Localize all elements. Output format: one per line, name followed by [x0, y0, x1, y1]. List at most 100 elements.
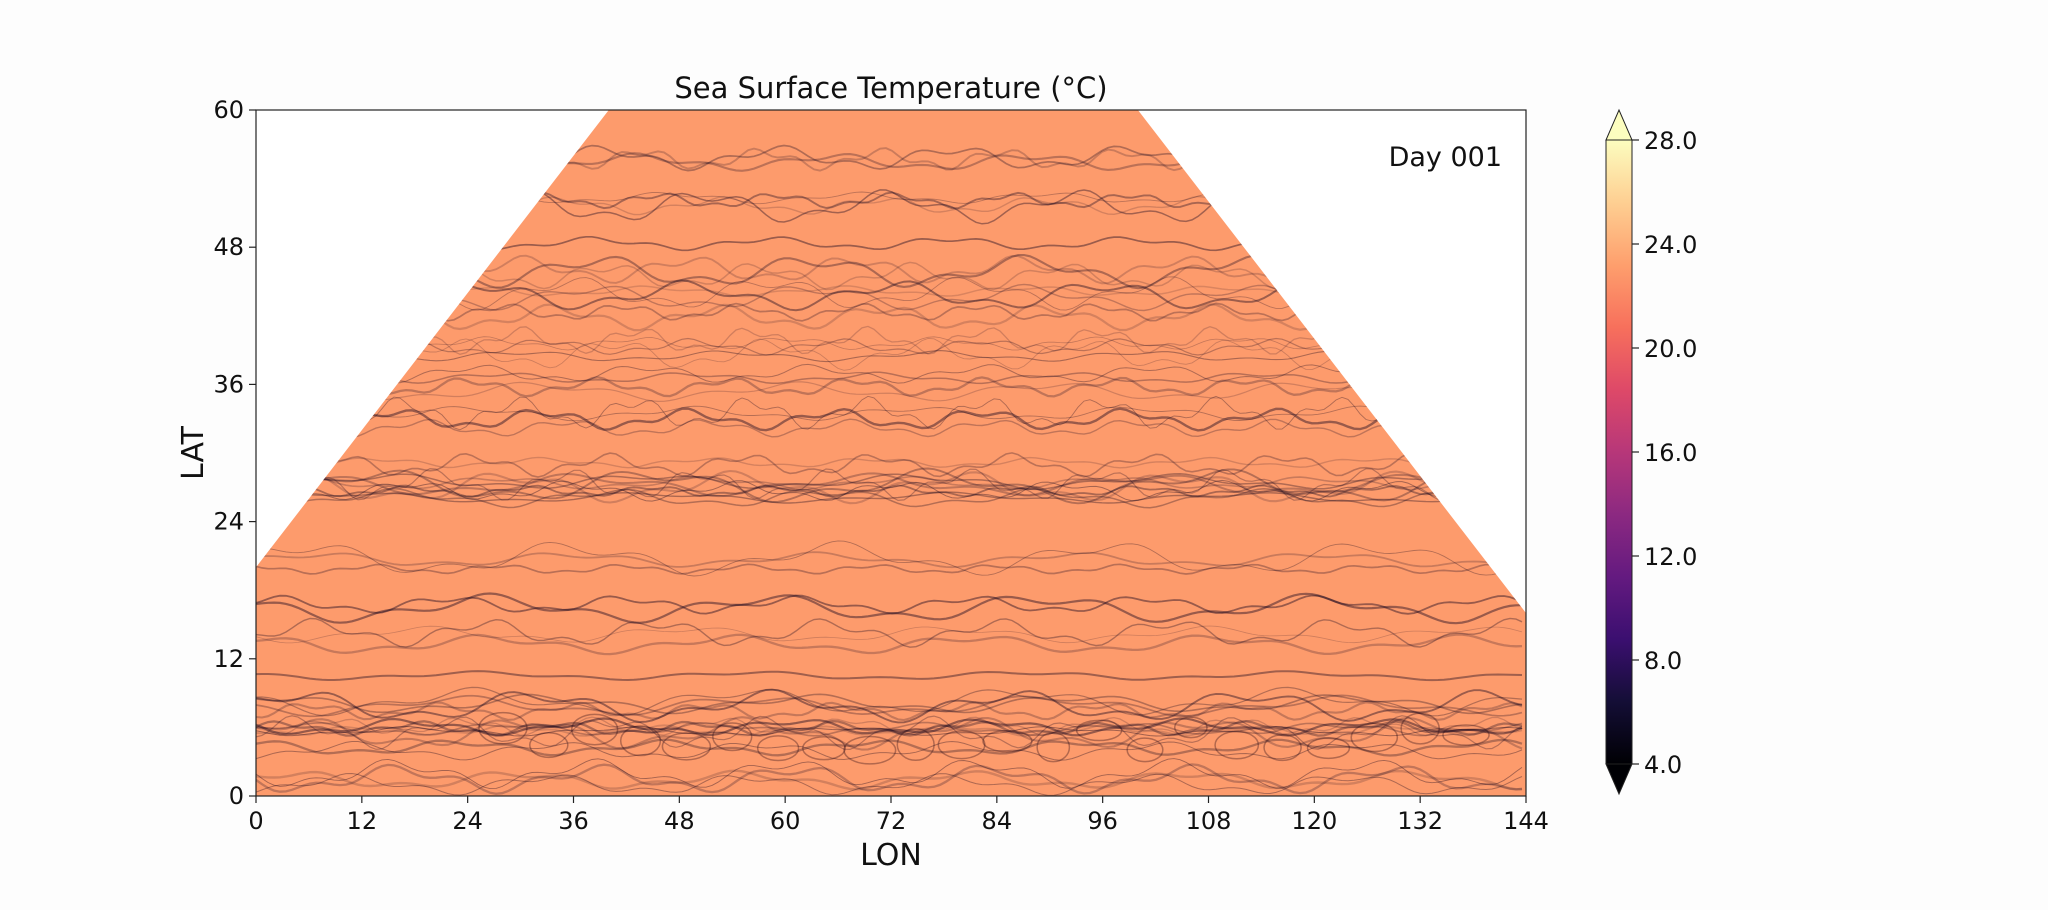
colorbar-extend-min — [1605, 763, 1633, 796]
eddy-swirl — [1442, 724, 1490, 746]
eddy-line — [256, 720, 1523, 737]
eddy-line — [256, 469, 1523, 505]
eddy-line — [256, 772, 1523, 796]
eddy-swirl — [1400, 712, 1440, 745]
eddy-line — [256, 363, 1523, 384]
eddy-line — [256, 418, 1523, 438]
colorbar-tick-label: 28.0 — [1644, 127, 1697, 155]
eddy-line — [256, 715, 1523, 751]
eddy-line — [256, 487, 1523, 509]
eddy-swirl — [478, 711, 528, 745]
x-axis-label: LON — [860, 838, 922, 873]
eddy-swirl — [529, 731, 569, 759]
colorbar-tick-label: 12.0 — [1644, 543, 1697, 571]
sst-field — [256, 110, 1526, 796]
eddy-swirl — [843, 735, 897, 765]
eddy-line — [256, 594, 1523, 615]
colorbar-tick-label: 4.0 — [1644, 751, 1682, 779]
eddy-line — [256, 763, 1523, 795]
eddy-line — [256, 693, 1523, 715]
eddy-line — [256, 717, 1523, 737]
eddy-swirl — [1263, 733, 1302, 762]
eddy-swirl — [982, 729, 1033, 753]
eddy-line — [256, 540, 1523, 577]
eddy-line — [256, 625, 1523, 644]
eddy-line — [256, 456, 1523, 469]
eddy-swirl — [1173, 716, 1208, 739]
x-tick-label: 72 — [876, 807, 907, 835]
colorbar-tick-label: 16.0 — [1644, 439, 1697, 467]
eddy-line — [256, 452, 1523, 478]
eddy-line — [256, 694, 1523, 718]
y-tick-label: 24 — [213, 508, 244, 536]
chart-title: Sea Surface Temperature (°C) — [674, 71, 1107, 105]
eddy-line — [256, 670, 1523, 682]
eddy-swirl — [712, 722, 753, 752]
eddy-line — [256, 491, 1523, 504]
x-tick-label: 24 — [452, 807, 483, 835]
eddy-line — [256, 617, 1523, 648]
eddy-swirl — [896, 728, 935, 762]
x-tick-label: 60 — [770, 807, 801, 835]
eddy-line — [256, 395, 1523, 431]
eddy-line — [256, 479, 1523, 502]
eddy-swirl — [1126, 737, 1164, 763]
eddy-line — [256, 633, 1523, 656]
eddy-line — [256, 740, 1523, 761]
day-annotation: Day 001 — [1389, 142, 1502, 173]
colorbar-tick-label: 8.0 — [1644, 647, 1682, 675]
eddy-line — [256, 467, 1523, 502]
eddy-swirl — [1036, 731, 1071, 763]
x-tick-label: 0 — [248, 807, 263, 835]
eddy-line — [256, 686, 1523, 717]
eddy-line — [256, 473, 1523, 491]
eddy-swirl — [1306, 737, 1351, 760]
eddy-line — [256, 350, 1523, 363]
eddy-line — [256, 769, 1523, 791]
eddy-line — [256, 716, 1523, 751]
eddy-line — [256, 758, 1523, 790]
colorbar: 4.0 8.0 12.0 16.0 20.0 24.0 28.0 — [1605, 108, 1697, 796]
eddy-line — [256, 724, 1523, 737]
eddy-line — [256, 376, 1523, 398]
eddy-line — [256, 336, 1523, 351]
y-tick-label: 36 — [213, 370, 244, 398]
eddy-line — [256, 551, 1523, 569]
eddy-line — [256, 725, 1523, 737]
eddy-swirl — [619, 725, 662, 757]
eddy-swirl — [1075, 719, 1123, 742]
x-tick-label: 132 — [1397, 807, 1443, 835]
colorbar-ticks: 4.0 8.0 12.0 16.0 20.0 24.0 28.0 — [1632, 127, 1697, 779]
eddy-line — [256, 701, 1523, 722]
eddy-line — [256, 472, 1523, 498]
eddy-line — [256, 716, 1523, 737]
x-tick-label: 84 — [982, 807, 1013, 835]
eddy-line — [256, 371, 1523, 385]
eddy-swirl — [661, 732, 712, 761]
x-tick-label: 36 — [558, 807, 589, 835]
colorbar-body — [1606, 140, 1632, 764]
eddy-line — [256, 405, 1523, 422]
eddy-line — [256, 337, 1523, 356]
eddy-line — [256, 484, 1523, 498]
colorbar-extend-max — [1605, 108, 1633, 141]
colorbar-tick-label: 24.0 — [1644, 231, 1697, 259]
eddy-swirl — [937, 730, 986, 760]
eddy-line — [256, 721, 1523, 737]
x-tick-label: 144 — [1503, 807, 1549, 835]
x-tick-label: 96 — [1087, 807, 1118, 835]
eddy-line — [256, 467, 1523, 505]
x-tick-label: 48 — [664, 807, 695, 835]
colorbar-tick-label: 20.0 — [1644, 335, 1697, 363]
eddy-swirl — [802, 736, 846, 761]
x-tick-label: 120 — [1291, 807, 1337, 835]
eddy-line — [256, 688, 1523, 724]
eddy-swirl — [1214, 730, 1260, 760]
eddy-line — [256, 563, 1523, 575]
x-tick-label: 12 — [347, 807, 378, 835]
eddy-line — [256, 407, 1523, 432]
y-tick-label: 60 — [213, 96, 244, 124]
eddy-swirl — [571, 713, 619, 746]
eddy-line — [256, 592, 1523, 625]
